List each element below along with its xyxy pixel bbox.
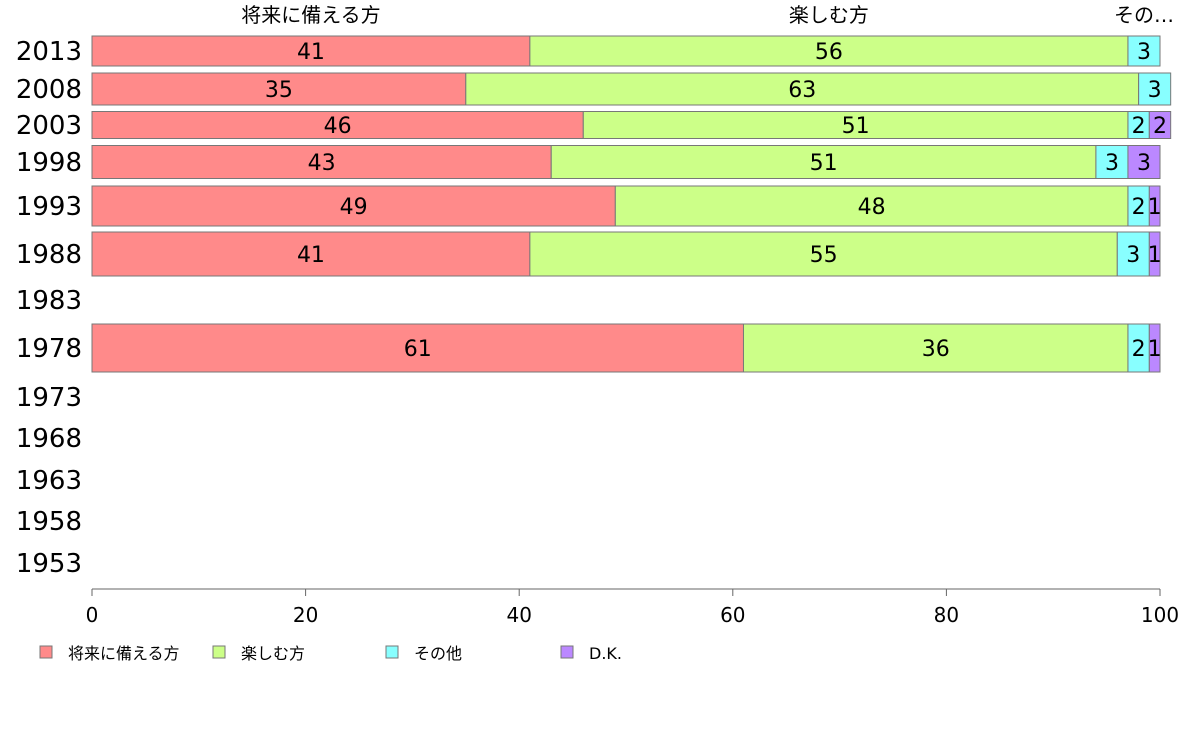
bar-segment bbox=[91, 185, 616, 227]
x-tick-label: 100 bbox=[1141, 603, 1179, 627]
bar-segment bbox=[91, 231, 531, 277]
bar-value-label: 55 bbox=[810, 243, 838, 268]
x-tick-label: 0 bbox=[86, 603, 99, 627]
bar-value-label: 36 bbox=[922, 337, 950, 362]
x-tick-label: 20 bbox=[293, 603, 318, 627]
year-label: 2008 bbox=[16, 75, 82, 105]
x-tick-label: 80 bbox=[934, 603, 959, 627]
bar-segment bbox=[582, 111, 1129, 139]
bar-value-label: 3 bbox=[1137, 151, 1151, 176]
bar-segment bbox=[742, 323, 1129, 373]
year-label: 1968 bbox=[16, 424, 82, 454]
top-series-label: 将来に備える方 bbox=[241, 3, 380, 27]
bar-value-label: 61 bbox=[404, 337, 432, 362]
x-tick-label: 60 bbox=[720, 603, 745, 627]
bar-segment bbox=[91, 111, 584, 139]
year-label: 1993 bbox=[16, 192, 82, 222]
bar-value-label: 2 bbox=[1153, 114, 1167, 139]
bar-segment bbox=[1095, 145, 1129, 179]
year-label: 1973 bbox=[16, 383, 82, 413]
top-series-label: その… bbox=[1114, 3, 1174, 27]
bar-value-label: 1 bbox=[1148, 337, 1162, 362]
bar-value-label: 3 bbox=[1126, 243, 1140, 268]
legend-label: D.K. bbox=[589, 644, 622, 663]
bar-value-label: 3 bbox=[1148, 78, 1162, 103]
legend-swatch bbox=[385, 645, 399, 659]
bar-value-label: 49 bbox=[340, 195, 368, 220]
legend-label: 将来に備える方 bbox=[68, 644, 180, 663]
bar-value-label: 3 bbox=[1105, 151, 1119, 176]
bar-value-label: 56 bbox=[815, 40, 843, 65]
bar-value-label: 43 bbox=[308, 151, 336, 176]
legend-swatch bbox=[560, 645, 574, 659]
year-label: 1978 bbox=[16, 334, 82, 364]
bar-segment bbox=[465, 72, 1140, 106]
bar-segment bbox=[550, 145, 1097, 179]
bar-segment bbox=[1148, 323, 1161, 373]
bar-value-label: 1 bbox=[1148, 243, 1162, 268]
legend-swatch bbox=[39, 645, 53, 659]
bar-segment bbox=[1127, 145, 1161, 179]
year-label: 2013 bbox=[16, 37, 82, 67]
bar-segment bbox=[91, 323, 744, 373]
bar-segment bbox=[1148, 111, 1172, 139]
legend-swatch bbox=[212, 645, 226, 659]
bar-value-label: 46 bbox=[324, 114, 352, 139]
bar-value-label: 35 bbox=[265, 78, 293, 103]
bar-segment bbox=[91, 145, 552, 179]
bar-value-label: 2 bbox=[1132, 114, 1146, 139]
bar-value-label: 41 bbox=[297, 243, 325, 268]
year-label: 1958 bbox=[16, 507, 82, 537]
bar-value-label: 51 bbox=[810, 151, 838, 176]
bar-segment bbox=[529, 231, 1118, 277]
bar-segment bbox=[1138, 72, 1172, 106]
bar-value-label: 48 bbox=[858, 195, 886, 220]
year-label: 1983 bbox=[16, 286, 82, 316]
bar-value-label: 2 bbox=[1132, 195, 1146, 220]
bar-value-label: 3 bbox=[1137, 40, 1151, 65]
bar-segment bbox=[614, 185, 1129, 227]
bar-value-label: 2 bbox=[1132, 337, 1146, 362]
bar-segment bbox=[529, 35, 1129, 67]
bar-segment bbox=[1148, 231, 1161, 277]
bar-segment bbox=[1127, 35, 1161, 67]
bar-value-label: 1 bbox=[1148, 195, 1162, 220]
year-label: 1953 bbox=[16, 549, 82, 579]
bar-segment bbox=[1148, 185, 1161, 227]
year-label: 1963 bbox=[16, 466, 82, 496]
bar-segment bbox=[91, 35, 531, 67]
x-tick-label: 40 bbox=[506, 603, 531, 627]
year-label: 1988 bbox=[16, 240, 82, 270]
year-label: 1998 bbox=[16, 148, 82, 178]
bar-value-label: 63 bbox=[788, 78, 816, 103]
bar-value-label: 51 bbox=[842, 114, 870, 139]
top-series-label: 楽しむ方 bbox=[789, 3, 869, 27]
legend-label: その他 bbox=[414, 644, 462, 663]
bar-value-label: 41 bbox=[297, 40, 325, 65]
year-label: 2003 bbox=[16, 111, 82, 141]
legend-label: 楽しむ方 bbox=[241, 644, 305, 663]
